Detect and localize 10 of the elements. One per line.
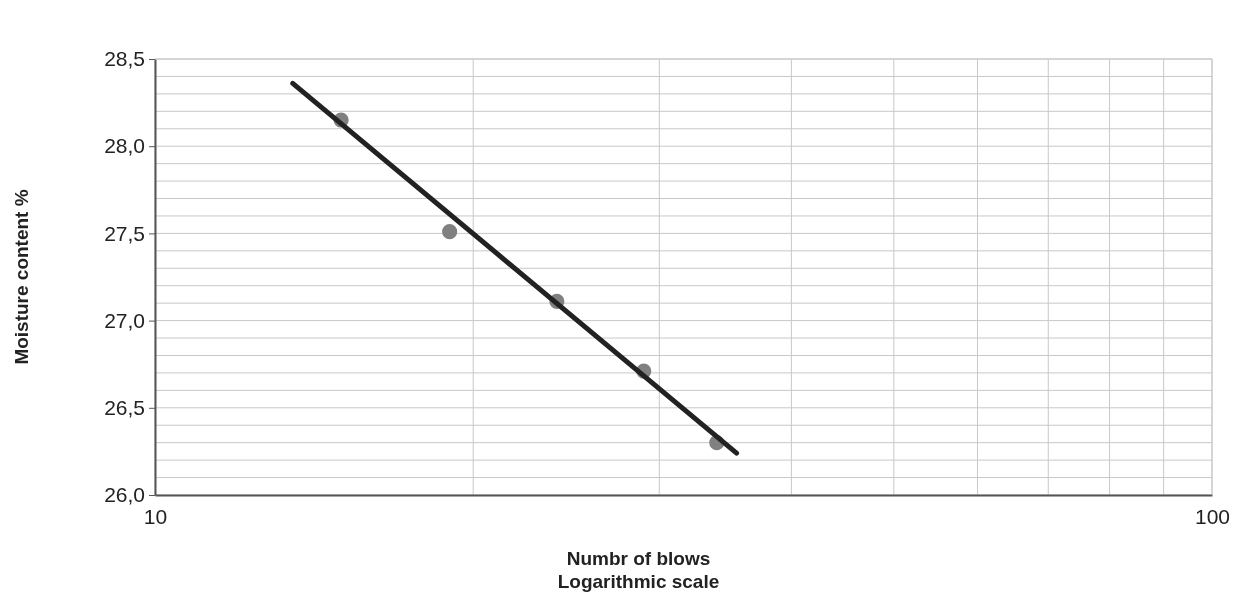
x-tick-label: 100 bbox=[1194, 504, 1231, 528]
y-tick-label: 27,0 bbox=[104, 308, 145, 332]
y-tick-label: 28,0 bbox=[104, 134, 145, 158]
y-tick-label: 26,0 bbox=[104, 483, 145, 507]
x-axis-title: Numbr of blows Logarithmic scale bbox=[557, 548, 720, 592]
y-tick-label: 27,5 bbox=[104, 221, 145, 245]
y-axis-title: Moisture content % bbox=[11, 189, 32, 365]
x-tick-label: 10 bbox=[143, 504, 168, 528]
y-tick-label: 26,5 bbox=[104, 396, 145, 420]
y-tick-label: 28,5 bbox=[104, 47, 145, 71]
